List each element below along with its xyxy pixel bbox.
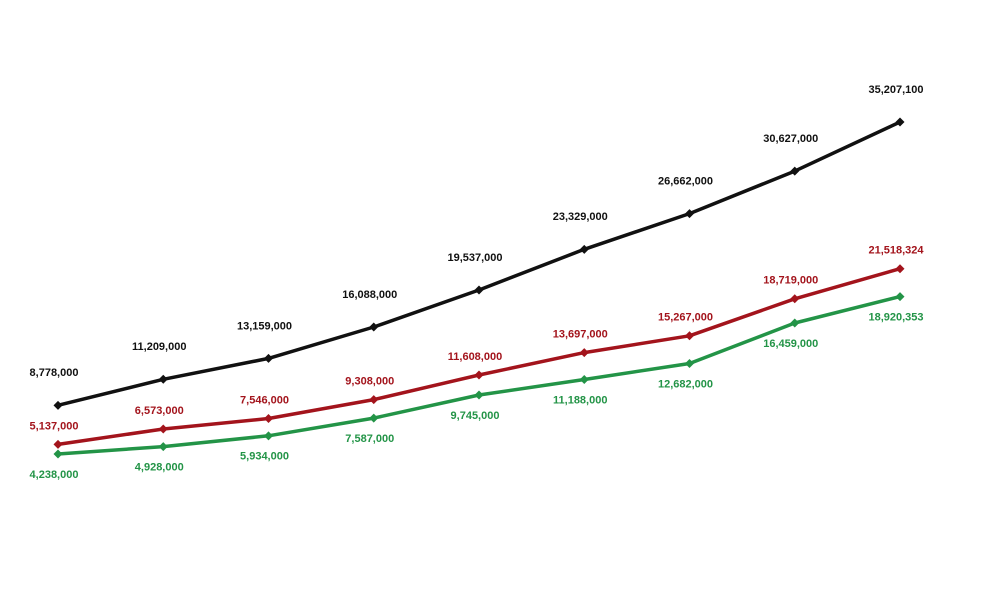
data-label: 30,627,000 (763, 133, 818, 145)
data-label: 11,608,000 (448, 351, 502, 363)
data-label: 7,587,000 (345, 433, 394, 445)
point-marker (895, 117, 905, 127)
data-label: 8,778,000 (30, 367, 79, 379)
point-marker (53, 449, 63, 459)
point-marker (685, 209, 694, 219)
point-marker (53, 400, 63, 410)
data-label: 7,546,000 (240, 394, 289, 406)
point-marker (158, 424, 168, 434)
point-marker (474, 390, 484, 400)
data-label: 21,518,324 (868, 245, 924, 257)
point-marker (895, 264, 905, 274)
data-label: 19,537,000 (447, 252, 502, 264)
point-marker (895, 292, 905, 302)
data-label: 16,459,000 (763, 338, 818, 350)
point-marker (264, 353, 273, 363)
data-label: 4,928,000 (135, 462, 184, 474)
data-label: 13,159,000 (237, 320, 292, 332)
data-label: 9,745,000 (451, 410, 500, 422)
data-label: 5,137,000 (30, 420, 79, 432)
point-marker (369, 395, 379, 405)
point-marker (474, 285, 484, 295)
data-label: 13,697,000 (553, 329, 608, 341)
data-label: 6,573,000 (135, 405, 184, 417)
data-label: 11,188,000 (553, 394, 607, 406)
point-marker (264, 414, 273, 424)
data-label: 35,207,100 (868, 84, 923, 96)
data-label: 23,329,000 (553, 211, 608, 223)
point-marker (369, 322, 379, 332)
data-label: 9,308,000 (345, 376, 394, 388)
data-label: 15,267,000 (658, 312, 713, 324)
data-label: 11,209,000 (132, 341, 186, 353)
data-label: 16,088,000 (342, 289, 397, 301)
data-label: 18,719,000 (763, 275, 818, 287)
point-marker (53, 439, 63, 449)
data-label: 5,934,000 (240, 451, 289, 463)
point-marker (158, 442, 168, 452)
point-marker (685, 358, 694, 368)
point-marker (264, 431, 273, 441)
point-marker (158, 374, 168, 384)
point-marker (579, 348, 589, 358)
point-marker (685, 331, 694, 341)
data-label: 18,920,353 (868, 312, 923, 324)
point-marker (369, 413, 379, 423)
point-marker (790, 318, 800, 328)
point-marker (474, 370, 484, 380)
point-marker (790, 166, 800, 176)
point-marker (579, 244, 589, 254)
data-label: 26,662,000 (658, 176, 713, 188)
point-marker (790, 294, 800, 304)
data-label: 12,682,000 (658, 378, 713, 390)
point-marker (579, 374, 589, 384)
data-label: 4,238,000 (30, 469, 79, 481)
